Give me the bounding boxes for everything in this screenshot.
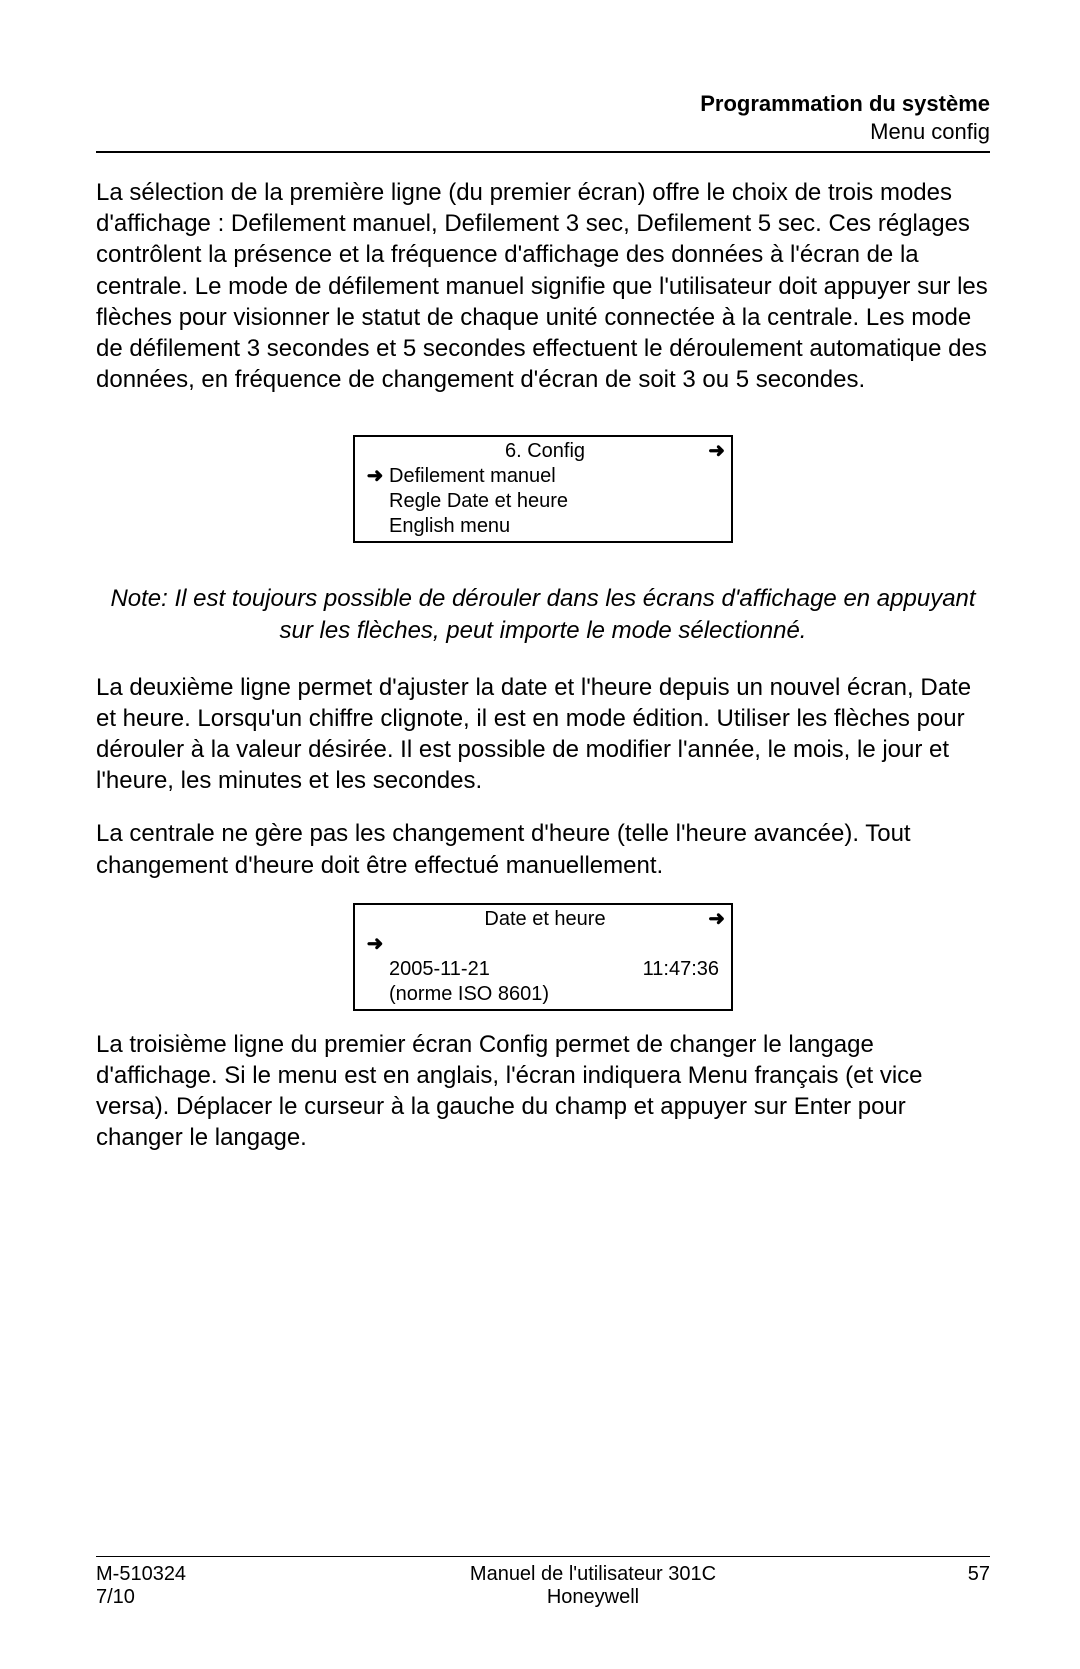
paragraph-1: La sélection de la première ligne (du pr… [96, 177, 990, 395]
paragraph-3: La centrale ne gère pas les changement d… [96, 818, 990, 880]
lcd-blank-line [389, 932, 725, 957]
page-header: Programmation du système Menu config [96, 90, 990, 145]
footer-spacer [930, 1586, 990, 1609]
footer-rule [96, 1556, 990, 1557]
note-paragraph: Note: Il est toujours possible de déroul… [103, 583, 983, 645]
header-subtitle: Menu config [96, 118, 990, 146]
lcd-line: (norme ISO 8601) [361, 982, 725, 1007]
lcd-row: 2005-11-21 11:47:36 [361, 957, 725, 982]
arrow-right-icon: ➜ [701, 439, 725, 464]
footer-doc-number: M-510324 [96, 1563, 256, 1586]
page: Programmation du système Menu config La … [0, 0, 1080, 1669]
lcd-row: ➜ [361, 932, 725, 957]
header-title: Programmation du système [96, 90, 990, 118]
lcd-line: Defilement manuel [389, 464, 725, 489]
page-footer: M-510324 Manuel de l'utilisateur 301C 57… [96, 1556, 990, 1609]
footer-revision: 7/10 [96, 1586, 256, 1609]
lcd-datetime: Date et heure ➜ ➜ 2005-11-21 11:47:36 (n… [353, 903, 733, 1011]
cursor-arrow-icon: ➜ [361, 464, 389, 489]
footer-page-number: 57 [930, 1563, 990, 1586]
lcd-row: Date et heure ➜ [361, 907, 725, 932]
lcd-row: 6. Config ➜ [361, 439, 725, 464]
footer-row: 7/10 Honeywell [96, 1586, 990, 1609]
lcd-title: Date et heure [389, 907, 701, 932]
lcd-date: 2005-11-21 [389, 957, 643, 982]
footer-company: Honeywell [256, 1586, 930, 1609]
footer-row: M-510324 Manuel de l'utilisateur 301C 57 [96, 1563, 990, 1586]
paragraph-4: La troisième ligne du premier écran Conf… [96, 1029, 990, 1154]
lcd-row: ➜ Defilement manuel [361, 464, 725, 489]
lcd-title: 6. Config [389, 439, 701, 464]
lcd-time: 11:47:36 [643, 957, 725, 982]
paragraph-2: La deuxième ligne permet d'ajuster la da… [96, 672, 990, 797]
arrow-right-icon: ➜ [701, 907, 725, 932]
header-rule [96, 151, 990, 153]
lcd-line: English menu [361, 514, 725, 539]
cursor-arrow-icon: ➜ [361, 932, 389, 957]
lcd-line: Regle Date et heure [361, 489, 725, 514]
footer-manual-title: Manuel de l'utilisateur 301C [256, 1563, 930, 1586]
lcd-config-menu: 6. Config ➜ ➜ Defilement manuel Regle Da… [353, 435, 733, 543]
